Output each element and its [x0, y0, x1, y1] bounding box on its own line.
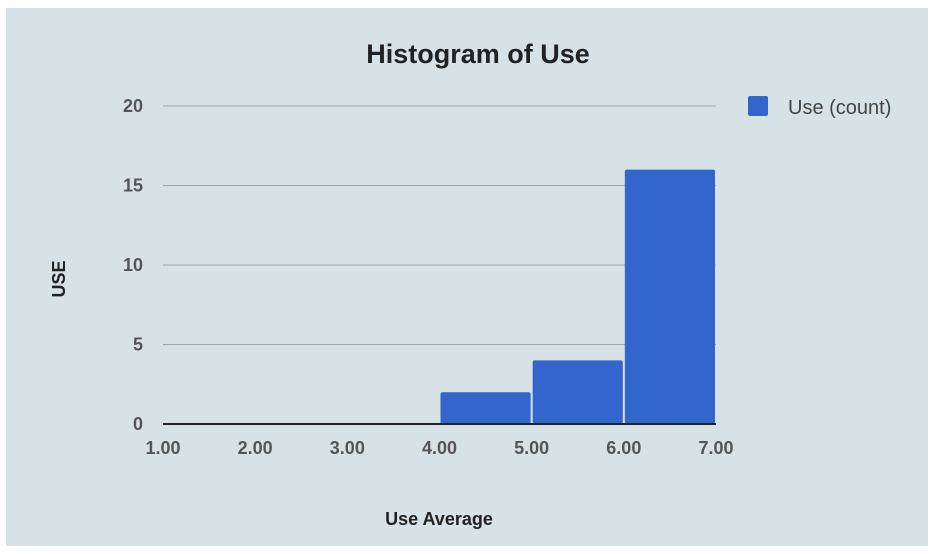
x-tick-label: 4.00	[422, 438, 457, 458]
histogram-chart: Histogram of Use 0 5 10 15 20 1.00 2.00 3.00 4.…	[49, 39, 891, 529]
legend-label: Use (count)	[788, 97, 891, 119]
y-tick-label: 20	[123, 96, 143, 116]
x-tick-label: 6.00	[606, 438, 641, 458]
y-tick-label: 0	[133, 414, 143, 434]
y-tick-label: 5	[133, 335, 143, 355]
x-tick-label: 5.00	[514, 438, 549, 458]
x-tick-label: 2.00	[238, 438, 273, 458]
chart-title: Histogram of Use	[366, 39, 590, 69]
bars	[440, 169, 715, 424]
legend: Use (count)	[748, 96, 891, 119]
gridlines	[163, 105, 716, 345]
chart-panel: Histogram of Use 0 5 10 15 20 1.00 2.00 3.00 4.…	[6, 8, 928, 546]
y-tick-labels: 0 5 10 15 20	[123, 96, 143, 434]
x-tick-label: 3.00	[330, 438, 365, 458]
bar-bin-6	[624, 169, 715, 424]
y-tick-label: 10	[123, 255, 143, 275]
x-axis-title: Use Average	[385, 509, 493, 529]
x-tick-label: 1.00	[145, 438, 180, 458]
bar-bin-5	[532, 360, 623, 424]
x-tick-labels: 1.00 2.00 3.00 4.00 5.00 6.00 7.00	[145, 438, 733, 458]
legend-swatch	[748, 96, 768, 116]
y-tick-label: 15	[123, 176, 143, 196]
y-axis-title: USE	[49, 260, 69, 297]
bar-bin-4	[440, 392, 531, 424]
x-tick-label: 7.00	[698, 438, 733, 458]
